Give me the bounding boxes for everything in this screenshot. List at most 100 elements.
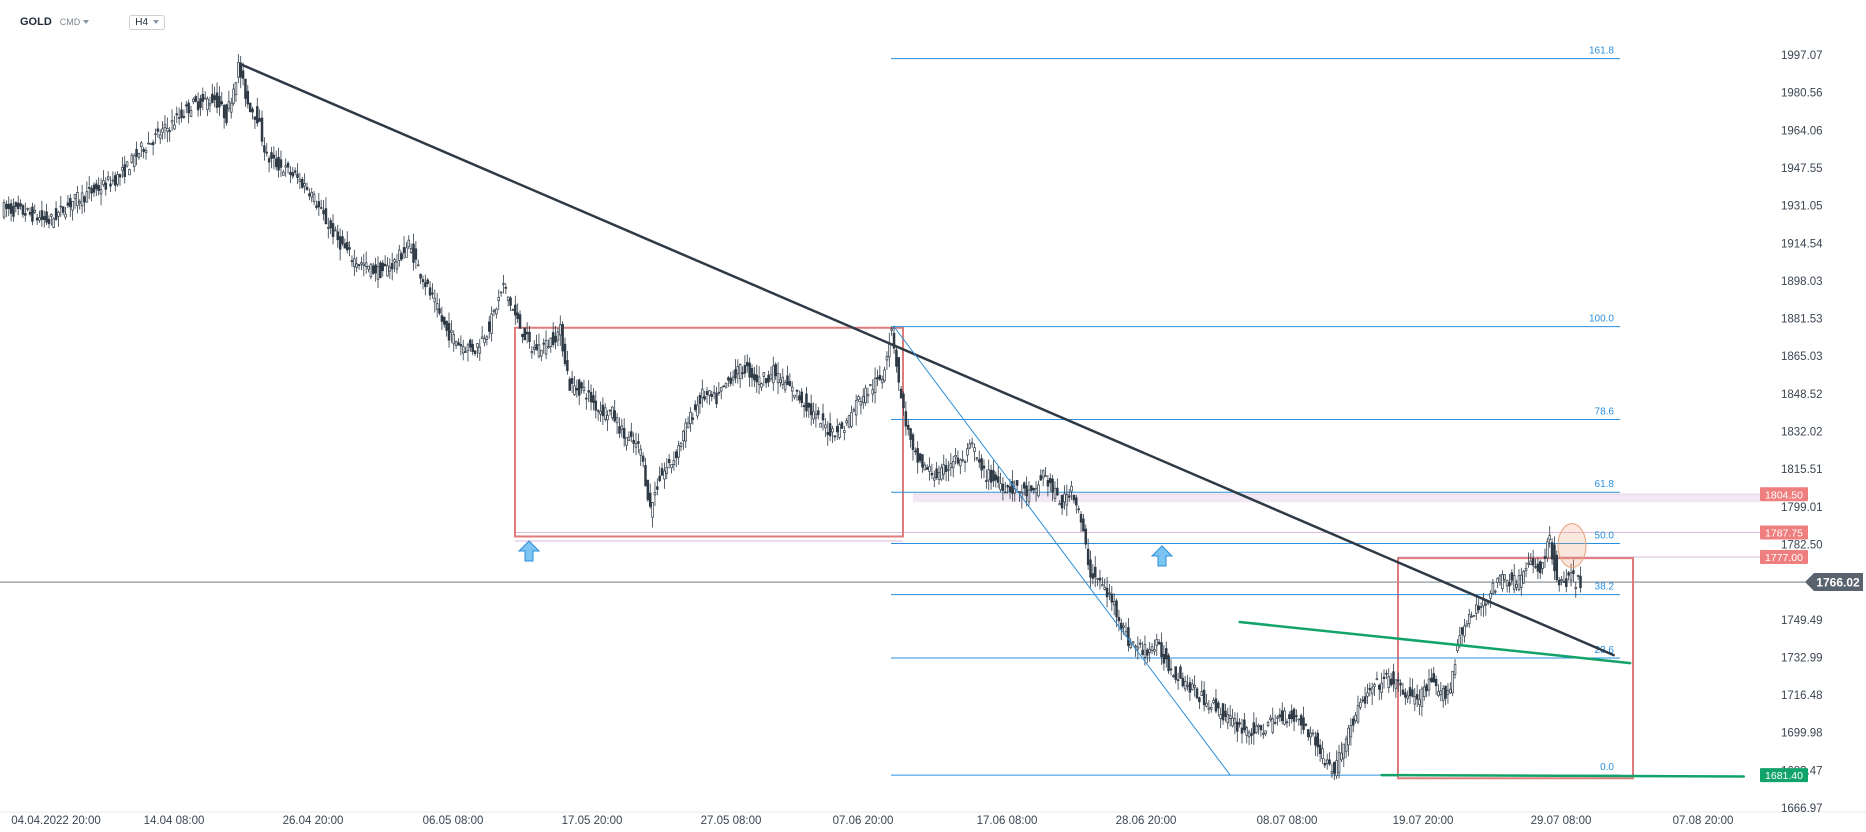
candle-body xyxy=(372,265,375,274)
candle-body xyxy=(1001,483,1005,491)
candle-body xyxy=(395,261,399,270)
candle-body xyxy=(308,193,311,197)
trendline-fib-diagonal xyxy=(893,326,1231,776)
candle-body xyxy=(1423,686,1426,697)
candle-body xyxy=(1148,648,1151,653)
candle-body xyxy=(1539,561,1542,574)
candle-body xyxy=(580,382,583,389)
candle-body xyxy=(570,377,574,384)
candle-body xyxy=(864,387,867,404)
candle-body xyxy=(87,186,91,189)
candle-body xyxy=(677,445,680,458)
candle-body xyxy=(1049,478,1052,484)
candle-body xyxy=(229,102,233,113)
candle-body xyxy=(334,229,337,232)
candle-body xyxy=(1439,690,1443,696)
price-tick-label: 1832.02 xyxy=(1781,427,1823,439)
candle-body xyxy=(1340,752,1343,761)
candle-body xyxy=(746,361,749,367)
candle-body xyxy=(1129,643,1132,649)
candle-body xyxy=(1574,586,1578,589)
candle-body xyxy=(461,346,465,354)
candle-body xyxy=(99,189,103,195)
candle-body xyxy=(45,211,48,223)
candle-body xyxy=(251,108,254,113)
candle-body xyxy=(656,486,659,490)
candle-body xyxy=(1387,676,1391,688)
candle-body xyxy=(348,247,351,250)
candle-body xyxy=(1470,615,1473,618)
candle-body xyxy=(1051,478,1054,493)
candle-body xyxy=(1212,699,1215,704)
candle-body xyxy=(284,165,287,168)
candle-body xyxy=(779,379,782,383)
candle-body xyxy=(57,211,60,217)
candle-body xyxy=(338,236,342,250)
candle-body xyxy=(753,373,756,381)
candle-body xyxy=(821,413,825,421)
timeframe-selector[interactable]: H4 xyxy=(129,14,166,30)
candle-body xyxy=(336,231,340,241)
fib-level-label: 61.8 xyxy=(1595,479,1615,490)
candle-body xyxy=(324,208,328,225)
candle-body xyxy=(1392,671,1395,685)
candle-body xyxy=(59,205,63,208)
candle-body xyxy=(393,259,396,263)
candle-body xyxy=(620,425,624,430)
candle-body xyxy=(724,382,728,388)
candle-body xyxy=(648,492,652,507)
candle-body xyxy=(798,395,801,401)
candle-body xyxy=(464,351,467,353)
candle-body xyxy=(897,357,901,383)
candle-body xyxy=(1496,577,1499,583)
candle-body xyxy=(1098,577,1102,581)
candle-body xyxy=(322,209,325,215)
candle-body xyxy=(878,375,882,380)
price-tag xyxy=(1760,550,1808,565)
candle-body xyxy=(1008,486,1012,493)
candle-body xyxy=(185,104,188,107)
candle-body xyxy=(859,401,863,406)
candle-body xyxy=(443,316,446,325)
candle-body xyxy=(1427,678,1431,691)
candle-body xyxy=(1534,566,1537,568)
candle-body xyxy=(1027,489,1031,503)
candle-body xyxy=(1015,480,1019,486)
trendline-green-lower xyxy=(1380,773,1746,778)
candle-body xyxy=(189,110,193,118)
candle-body xyxy=(599,411,602,415)
candle-body xyxy=(1217,702,1220,709)
candle-body xyxy=(899,388,903,399)
candle-body xyxy=(1191,683,1194,691)
candle-body xyxy=(973,447,976,452)
candle-body xyxy=(343,243,347,249)
candle-body xyxy=(12,205,15,217)
candle-body xyxy=(1309,732,1312,738)
timeframe-label: H4 xyxy=(135,16,149,28)
candle-body xyxy=(592,395,595,403)
candle-body xyxy=(24,213,27,216)
candle-body xyxy=(28,212,32,215)
candle-body xyxy=(1572,570,1575,574)
candle-body xyxy=(1562,581,1566,583)
candle-body xyxy=(843,430,846,433)
candle-body xyxy=(35,217,39,221)
candle-body xyxy=(1224,710,1227,717)
candle-body xyxy=(398,249,401,261)
candle-body xyxy=(869,384,872,386)
candle-body xyxy=(1250,733,1253,736)
candle-body xyxy=(930,472,934,476)
candle-body xyxy=(587,390,590,393)
candle-body xyxy=(289,171,292,175)
candle-body xyxy=(1382,676,1386,679)
candle-body xyxy=(994,474,998,481)
candle-body xyxy=(670,464,673,469)
exchange-selector[interactable]: CMD xyxy=(60,17,90,27)
candle-body xyxy=(19,203,22,207)
candle-body xyxy=(518,314,522,329)
candle-body xyxy=(234,82,238,96)
candle-body xyxy=(438,308,441,314)
candle-body xyxy=(265,151,268,154)
candle-body xyxy=(66,202,70,206)
